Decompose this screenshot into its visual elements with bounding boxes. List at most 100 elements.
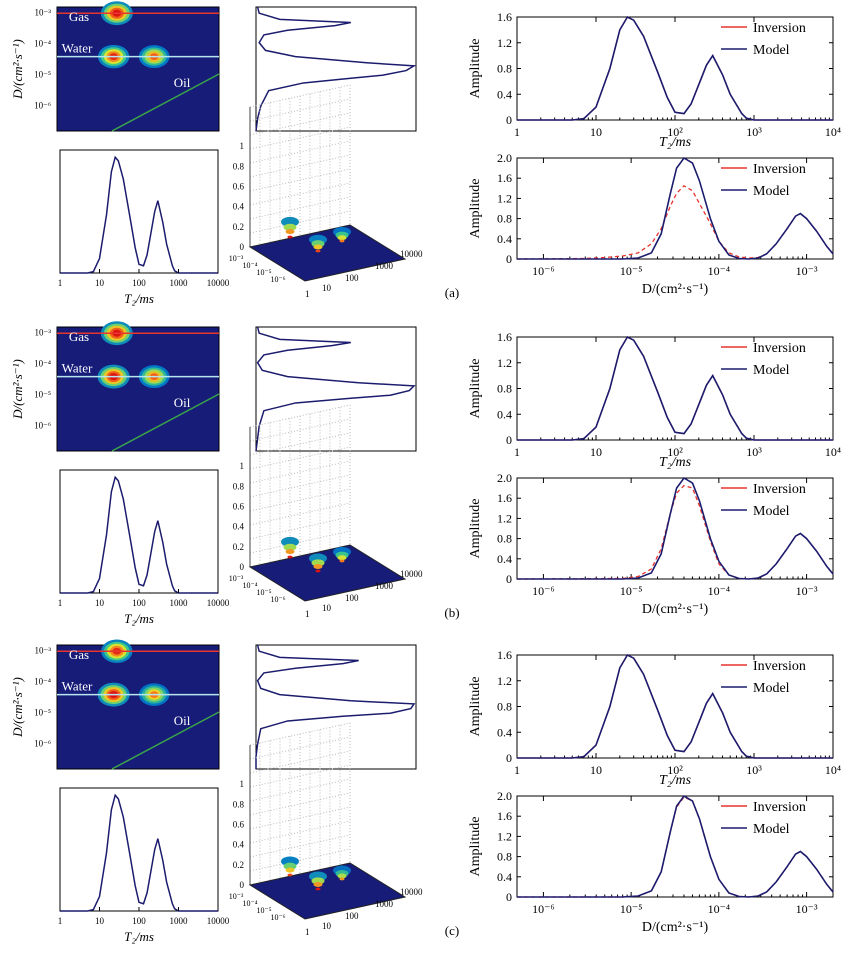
ytick-label: 0 <box>506 890 512 904</box>
surface-ztick-label: 1 <box>240 141 245 151</box>
wall-gridline <box>249 820 351 844</box>
xtick-label: 10⁻³ <box>796 264 818 278</box>
surface-ttick-label: 1 <box>305 927 310 937</box>
legend-label-inversion: Inversion <box>753 21 806 36</box>
peak-layer <box>287 555 293 559</box>
surface-ztick-label: 0.6 <box>233 502 245 512</box>
projection-curve <box>255 6 417 132</box>
oil-line <box>111 711 220 770</box>
diffusion-distribution-chart: 0 0.4 0.8 1.2 1.6 2.0 10⁻⁶ 10⁻⁵ 10⁻⁴ 10⁻³ Inversio… <box>468 471 834 617</box>
ytick-label: 1.6 <box>497 330 512 344</box>
peak-layer <box>315 569 321 573</box>
surface-dtick-label: 10⁻⁶ <box>270 913 285 922</box>
peak-layer <box>313 564 323 569</box>
map-ylabel: D/(cm²·s⁻¹) <box>10 39 25 100</box>
ytick-label: 1.6 <box>497 10 512 24</box>
t2-small-xlabel: T₂/ms <box>124 291 154 306</box>
gas-label: Gas <box>69 329 89 344</box>
wall-gridline <box>249 460 351 484</box>
water-label: Water <box>62 679 93 694</box>
xtick-label: 10² <box>667 125 683 139</box>
wall-gridline <box>249 182 351 206</box>
t2-small-frame <box>59 787 219 912</box>
peak-layer <box>287 873 293 877</box>
wall-gridline <box>249 722 351 746</box>
projection-frame <box>255 6 417 132</box>
surface-ttick-label: 1000 <box>375 581 394 591</box>
xtick-label: 10⁻⁵ <box>620 584 643 598</box>
diffusion-distribution-chart: 0 0.4 0.8 1.2 1.6 2.0 10⁻⁶ 10⁻⁵ 10⁻⁴ 10⁻³ Inversio… <box>468 151 834 297</box>
d-projection <box>255 6 417 132</box>
surface-3d: 0 0.2 0.4 0.6 0.8 1 10⁻³10⁻⁴10⁻⁵10⁻⁶ 10000 1000 1… <box>229 404 423 619</box>
legend-label-inversion: Inversion <box>753 800 806 815</box>
panel-label: (b) <box>444 605 459 620</box>
wall-gridline <box>249 404 351 428</box>
ytick-label: 1.2 <box>497 674 512 688</box>
legend-label-model: Model <box>753 363 790 378</box>
xtick-label: 10⁻⁴ <box>708 902 731 916</box>
t2-small-frame <box>59 469 219 594</box>
map-ylabel: D/(cm²·s⁻¹) <box>10 677 25 738</box>
y-axis-label: Amplitude <box>468 39 483 99</box>
map-ytick-label: 10⁻⁵ <box>34 708 51 718</box>
wall-gridline <box>249 98 351 122</box>
ytick-label: 0.8 <box>497 62 512 76</box>
peak-layer <box>337 235 347 241</box>
ytick-label: 1.2 <box>497 36 512 50</box>
surface-ttick-label: 1 <box>305 609 310 619</box>
surface-dtick-label: 10⁻³ <box>229 254 244 263</box>
oil-label: Oil <box>174 75 191 90</box>
t2-small-xtick-label: 1000 <box>170 278 189 288</box>
surface-ttick-label: 100 <box>345 273 359 283</box>
x-axis-label: D/(cm²·s⁻¹) <box>642 920 709 935</box>
map-ytick-label: 10⁻⁵ <box>34 70 51 80</box>
ytick-label: 0 <box>506 433 512 447</box>
peak-layer <box>281 536 299 547</box>
t2-small-chart: 1 10 100 1000 10000 T₂/ms <box>58 787 230 944</box>
wall-gridline <box>249 736 351 760</box>
projection-curve <box>255 326 416 452</box>
plot-frame <box>516 16 834 121</box>
map-background <box>56 644 220 770</box>
map-ytick-label: 10⁻³ <box>35 646 52 656</box>
legend-label-inversion: Inversion <box>753 482 806 497</box>
surface-peak <box>309 553 327 573</box>
surface-peak <box>281 216 299 239</box>
panel-label: (a) <box>445 285 459 300</box>
wall-gridline <box>249 764 351 788</box>
t2-distribution-chart: 0 0.4 0.8 1.2 1.6 1 10 10² 10³ 10⁴ Inversion Model T… <box>468 10 841 150</box>
surface-dtick-label: 10⁻⁵ <box>256 268 271 277</box>
water-label: Water <box>62 41 93 56</box>
surface-peak <box>281 856 299 877</box>
t2-small-xtick-label: 10 <box>95 916 105 926</box>
t2-small-xtick-label: 1 <box>58 278 63 288</box>
surface-peak <box>333 865 351 881</box>
xtick-label: 10⁴ <box>825 125 841 139</box>
xtick-label: 10⁻⁶ <box>532 584 555 598</box>
gas-label: Gas <box>69 647 89 662</box>
ytick-label: 1.6 <box>497 491 512 505</box>
d-t2-map: Gas Water Oil 10⁻³ 10⁻⁴ 10⁻⁵ 10⁻⁶ D/(cm²·s⁻¹) <box>10 639 220 770</box>
oil-line <box>111 393 220 452</box>
peak-layer <box>313 882 323 887</box>
xtick-label: 1 <box>514 445 520 459</box>
x-axis-label: D/(cm²·s⁻¹) <box>642 602 709 617</box>
surface-peak <box>309 871 327 891</box>
xtick-label: 10⁴ <box>825 763 841 777</box>
peak-layer <box>313 244 323 250</box>
y-axis-label: Amplitude <box>468 359 483 419</box>
map-ytick-label: 10⁻⁴ <box>34 677 51 687</box>
peak-layer <box>285 549 295 555</box>
xtick-label: 10 <box>590 763 602 777</box>
surface-ztick-label: 0.6 <box>233 820 245 830</box>
xtick-label: 10⁻⁵ <box>620 902 643 916</box>
xtick-label: 10⁻⁴ <box>708 264 731 278</box>
wall-gridline <box>249 418 351 442</box>
oil-label: Oil <box>174 395 191 410</box>
map-ytick-label: 10⁻⁵ <box>34 390 51 400</box>
surface-ztick-label: 0.2 <box>233 542 244 552</box>
t2-small-xlabel: T₂/ms <box>124 611 154 626</box>
t2-small-xtick-label: 10000 <box>207 278 230 288</box>
t2-small-chart: 1 10 100 1000 10000 T₂/ms <box>58 149 230 306</box>
peak-layer <box>283 543 297 551</box>
